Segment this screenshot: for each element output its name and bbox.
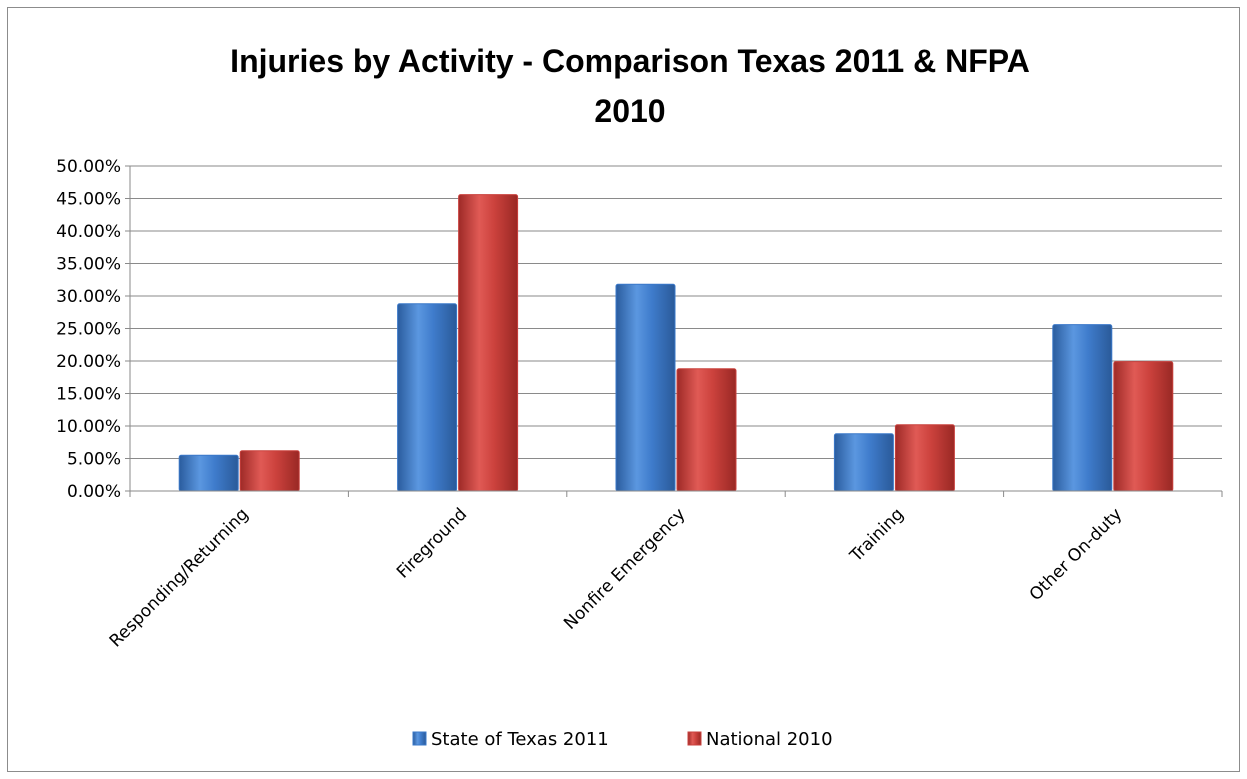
y-tick-label: 40.00% [56,222,121,242]
bar-texas-0 [178,454,239,492]
y-tick-label: 50.00% [56,157,121,177]
bars [178,194,1174,492]
bar-national-2 [676,368,737,492]
y-tick-label: 30.00% [56,287,121,307]
bar-national-1 [458,194,519,492]
legend: State of Texas 2011 National 2010 [412,729,833,750]
bar-texas-1 [397,303,458,492]
x-category-label: Nonfire Emergency [560,504,689,633]
bar-national-4 [1113,361,1174,492]
bar-national-0 [239,450,300,492]
chart-title: Injuries by Activity - Comparison Texas … [230,43,1030,129]
y-tick-label: 20.00% [56,352,121,372]
y-tick-label: 10.00% [56,417,121,437]
y-tick-label: 45.00% [56,190,121,210]
legend-label: State of Texas 2011 [431,729,609,750]
y-tick-label: 5.00% [67,450,121,470]
bar-texas-2 [615,283,676,492]
legend-label: National 2010 [706,729,833,750]
x-axis-tick-labels: Responding/Returning Fireground Nonfire Em… [106,504,1127,651]
chart-title-line-2: 2010 [594,93,665,129]
chart-title-line-1: Injuries by Activity - Comparison Texas … [230,43,1030,79]
x-category-label: Fireground [393,504,471,582]
y-axis-tick-labels: 0.00% 5.00% 10.00% 15.00% 20.00% 25.00% 30.00%… [56,157,121,502]
x-category-label: Responding/Returning [106,504,253,651]
y-tick-label: 0.00% [67,482,121,502]
y-tick-label: 25.00% [56,320,121,340]
legend-swatch [412,731,427,746]
gridlines [130,165,1222,459]
axes [125,165,1223,497]
x-category-label: Training [846,504,908,566]
y-tick-label: 35.00% [56,255,121,275]
bar-texas-3 [833,433,894,492]
bar-national-3 [894,424,955,492]
x-category-label: Other On-duty [1026,504,1127,605]
legend-swatch [687,731,702,746]
bar-texas-4 [1052,324,1113,492]
y-tick-label: 15.00% [56,385,121,405]
